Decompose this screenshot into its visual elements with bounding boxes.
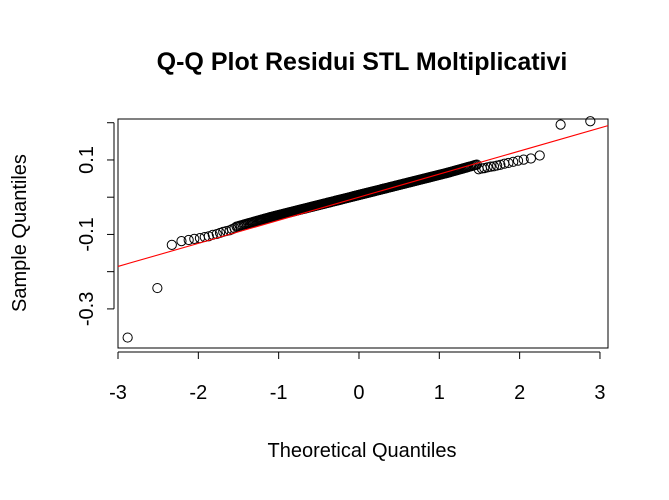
qq-point: [152, 282, 163, 294]
y-tick-label: -0.3: [76, 292, 98, 326]
qq-point: [518, 154, 529, 165]
y-tick-label: -0.1: [76, 217, 98, 251]
line-layer: [117, 125, 609, 267]
qq-point: [555, 119, 566, 130]
y-axis-label: Sample Quantiles: [9, 154, 31, 312]
qq-point: [585, 116, 596, 127]
qq-point: [176, 236, 187, 247]
x-axis: -3 -2 -1 0 1 2 3: [109, 351, 606, 404]
qq-point: [508, 156, 519, 167]
qq-point: [503, 157, 514, 169]
x-tick-label: -2: [189, 382, 207, 404]
qq-point: [485, 161, 496, 172]
plot-frame: [117, 118, 609, 349]
x-tick-label: 0: [353, 382, 364, 404]
qq-point: [525, 153, 536, 164]
qq-point: [189, 233, 200, 244]
x-tick-label: -3: [109, 382, 127, 404]
qq-point: [122, 332, 133, 343]
qq-point: [534, 150, 545, 161]
qq-reference-line: [117, 125, 609, 267]
qq-point: [183, 234, 194, 246]
y-axis: -0.3 -0.1 0.1: [76, 122, 115, 326]
qq-point: [166, 239, 177, 250]
x-tick-label: 2: [514, 382, 525, 404]
x-axis-label: Theoretical Quantiles: [268, 440, 457, 462]
qq-point: [495, 159, 506, 170]
x-tick-label: 3: [594, 382, 605, 404]
x-tick-label: -1: [270, 382, 288, 404]
chart-title: Q-Q Plot Residui STL Moltiplicativi: [157, 48, 568, 76]
points-layer: [122, 116, 596, 343]
qq-point: [512, 155, 524, 166]
x-tick-label: 1: [434, 382, 445, 404]
y-tick-label: 0.1: [76, 146, 98, 174]
